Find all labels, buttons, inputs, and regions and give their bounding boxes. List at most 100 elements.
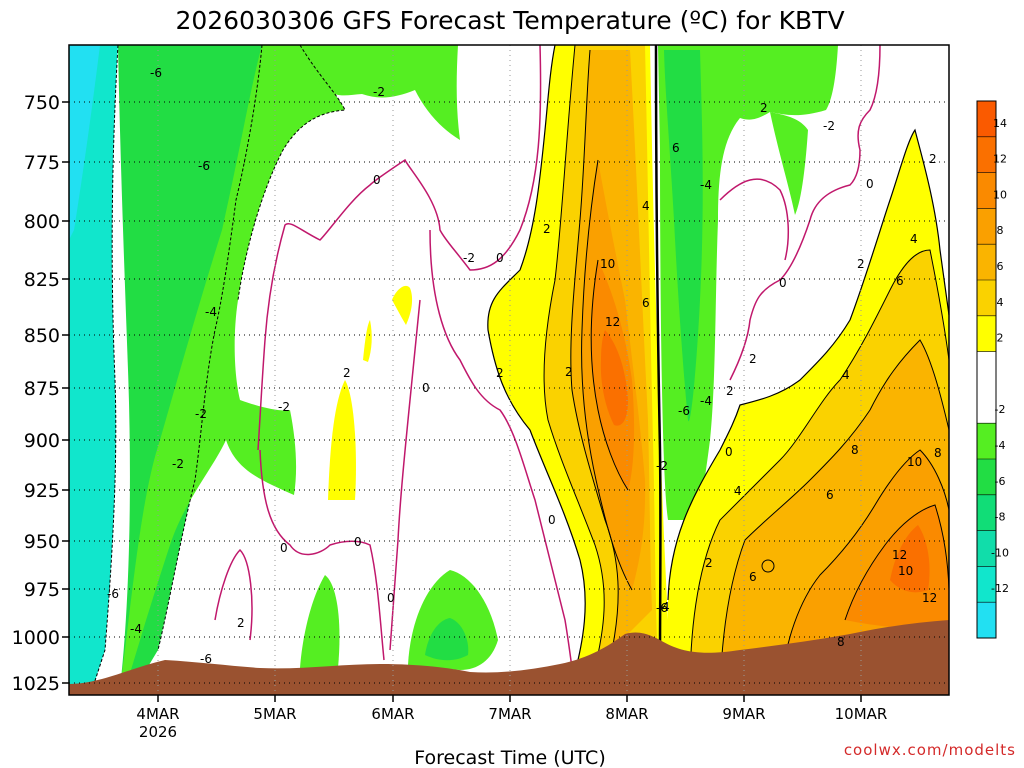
contour-black-plume-b bbox=[543, 44, 605, 681]
colorbar-tick-label: -4 bbox=[995, 439, 1006, 452]
contour-label: 12 bbox=[922, 591, 937, 605]
field-green-right bbox=[658, 45, 838, 520]
contour-black-left-c bbox=[237, 44, 346, 301]
contour-label: 10 bbox=[907, 455, 922, 469]
x-tick-label: 10MAR bbox=[835, 705, 888, 723]
y-axis: 750 775 800 825 850 875 900 925 950 975 … bbox=[12, 92, 69, 695]
colorbar-band bbox=[977, 602, 996, 638]
contour-label: 0 bbox=[422, 381, 430, 395]
contour-label: 4 bbox=[734, 484, 742, 498]
field-yellow-blob-a bbox=[328, 380, 356, 500]
field-cold-left-outer bbox=[69, 45, 118, 690]
field-yellow-blob-b bbox=[392, 285, 413, 325]
contour-label: 12 bbox=[605, 315, 620, 329]
contour-label: 2 bbox=[705, 556, 713, 570]
contour-label: 6 bbox=[749, 570, 757, 584]
colorbar-band bbox=[977, 566, 996, 603]
colorbar-tick-label: 14 bbox=[993, 117, 1007, 130]
contour-label: 2 bbox=[343, 366, 351, 380]
contour-label: -6 bbox=[198, 159, 210, 173]
contour-label: 2 bbox=[760, 101, 768, 115]
contour-label-group: -6 -2 -6 0 -4 2 -2 -2 -2 0 -6 -4 -6 2 -2… bbox=[107, 66, 942, 666]
colorbar-bands bbox=[977, 101, 996, 638]
contour-zero-right-b bbox=[719, 178, 790, 261]
x-tick-label: 9MAR bbox=[722, 705, 765, 723]
x-tick-label: 4MAR bbox=[136, 705, 179, 723]
contour-label: -2 bbox=[656, 459, 668, 473]
y-tick-label: 775 bbox=[24, 152, 60, 174]
colorbar-band bbox=[977, 351, 996, 424]
contour-zero-b bbox=[429, 229, 576, 691]
contour-label: 2 bbox=[726, 384, 734, 398]
colorbar-band bbox=[977, 423, 996, 459]
contour-label: 10 bbox=[898, 564, 913, 578]
x-tick-label: 5MAR bbox=[253, 705, 296, 723]
colorbar-band bbox=[977, 136, 996, 173]
contour-label: 0 bbox=[280, 541, 288, 555]
field-cold-left-core bbox=[69, 45, 100, 240]
x-axis-title: Forecast Time (UTC) bbox=[414, 747, 605, 768]
y-tick-label: 750 bbox=[24, 92, 60, 114]
contour-label: -6 bbox=[678, 404, 690, 418]
contour-black-right-e bbox=[844, 504, 950, 621]
contour-zero-a bbox=[257, 44, 542, 451]
y-tick-label: 850 bbox=[24, 325, 60, 347]
colorbar: 14 12 10 8 6 4 2 -2 -4 -6 -8 -10 -12 bbox=[976, 100, 1009, 639]
colorbar-tick-label: -8 bbox=[995, 511, 1006, 524]
contour-label: 12 bbox=[892, 548, 907, 562]
colorbar-tick-label: -6 bbox=[995, 475, 1006, 488]
colorbar-frame bbox=[976, 100, 997, 639]
contour-label: 2 bbox=[929, 152, 937, 166]
colorbar-tick-label: 4 bbox=[997, 296, 1004, 309]
colorbar-tick-label: 8 bbox=[997, 224, 1004, 237]
field-green-right-core bbox=[664, 50, 703, 422]
contour-black-plume-a bbox=[487, 44, 586, 691]
colorbar-band bbox=[977, 494, 996, 531]
contour-label: -2 bbox=[463, 251, 475, 265]
colorbar-band bbox=[977, 530, 996, 567]
contour-label: 4 bbox=[910, 232, 918, 246]
y-tick-label: 950 bbox=[24, 531, 60, 553]
contour-label: 2 bbox=[237, 616, 245, 630]
plot-frame bbox=[68, 44, 950, 696]
colorbar-band bbox=[977, 101, 996, 137]
contour-zero-right bbox=[729, 44, 881, 381]
field-green-upper-mid bbox=[300, 45, 460, 140]
contour-label: -6 bbox=[200, 652, 212, 666]
contour-zero-d bbox=[259, 449, 385, 661]
temperature-fields bbox=[69, 45, 949, 690]
field-green-lower-core bbox=[425, 618, 469, 661]
contour-label: 8 bbox=[851, 443, 859, 457]
colorbar-tick-label: -12 bbox=[991, 582, 1009, 595]
colorbar-band bbox=[977, 244, 996, 280]
contour-label: 0 bbox=[387, 591, 395, 605]
contour-small-ring bbox=[761, 559, 775, 573]
contour-label: 10 bbox=[600, 257, 615, 271]
contour-black-front bbox=[654, 44, 662, 661]
colorbar-tick-label: -2 bbox=[995, 403, 1006, 416]
contour-label: 6 bbox=[672, 141, 680, 155]
y-tick-label: 900 bbox=[24, 430, 60, 452]
contour-label: -6 bbox=[107, 587, 119, 601]
contour-label: 0 bbox=[373, 173, 381, 187]
x-tick-label: 6MAR bbox=[371, 705, 414, 723]
contour-label: -2 bbox=[195, 407, 207, 421]
contour-label: -6 bbox=[150, 66, 162, 80]
contour-label: 8 bbox=[837, 635, 845, 649]
y-tick-label: 925 bbox=[24, 480, 60, 502]
contour-black-right-d bbox=[779, 449, 950, 691]
field-green-upper-left-light bbox=[120, 45, 345, 688]
contour-label: 8 bbox=[934, 446, 942, 460]
contour-label: 0 bbox=[496, 251, 504, 265]
contour-black-right-b bbox=[689, 249, 950, 691]
y-tick-label: 825 bbox=[24, 269, 60, 291]
contour-label: 4 bbox=[642, 199, 650, 213]
colorbar-tick-label: -10 bbox=[991, 546, 1009, 559]
y-tick-label: 1000 bbox=[12, 627, 60, 649]
contour-label: -4 bbox=[700, 178, 712, 192]
y-tick-label: 975 bbox=[24, 579, 60, 601]
contour-lines bbox=[91, 44, 950, 691]
colorbar-band bbox=[977, 172, 996, 209]
contour-label: -2 bbox=[823, 119, 835, 133]
field-green-lower-left-blob bbox=[300, 575, 340, 668]
